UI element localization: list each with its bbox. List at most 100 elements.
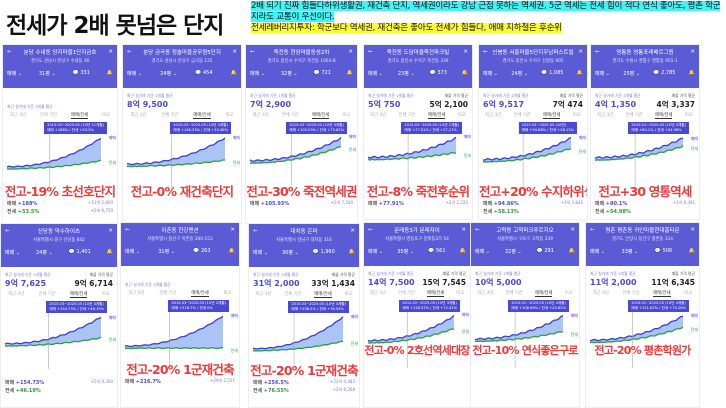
tab-2[interactable]: 매매/전세 [428, 112, 446, 119]
tab-1[interactable]: 전체 기간 [284, 292, 302, 297]
comments-count[interactable]: 💬 373 [429, 70, 447, 76]
tab-0[interactable]: 최근 3년 [128, 291, 145, 296]
tab-3[interactable]: 비교 [457, 113, 466, 118]
close-icon[interactable]: ✕ [348, 49, 353, 55]
back-icon[interactable]: ← [368, 227, 373, 233]
tab-2[interactable]: 매매/전세 [191, 290, 209, 297]
deal-type-select[interactable]: 매매 ⌄ [595, 70, 610, 77]
tab-1[interactable]: 전체 기간 [505, 291, 523, 296]
close-icon[interactable]: ✕ [350, 228, 355, 234]
close-icon[interactable]: ✕ [230, 227, 235, 233]
close-icon[interactable]: ✕ [108, 49, 113, 55]
comments-count[interactable]: 💬 506 [654, 248, 673, 254]
comments-count[interactable]: 💬 331 [72, 70, 90, 76]
tab-3[interactable]: 비교 [564, 291, 573, 296]
close-icon[interactable]: ✕ [232, 49, 237, 55]
back-icon[interactable]: ← [368, 49, 373, 55]
bell-icon[interactable]: 🔔 [568, 248, 575, 254]
tab-3[interactable]: 비교 [342, 113, 351, 118]
back-icon[interactable]: ← [595, 49, 600, 55]
back-icon[interactable]: ← [5, 228, 10, 234]
size-select[interactable]: 30평 ⌄ [281, 249, 299, 256]
tab-1[interactable]: 전체 기간 [513, 113, 531, 118]
tab-3[interactable]: 비교 [223, 291, 232, 296]
tab-1[interactable]: 전체 기간 [39, 113, 58, 118]
comments-count[interactable]: 💬 561 [428, 248, 446, 254]
tab-1[interactable]: 전체 기간 [625, 113, 643, 118]
tab-0[interactable]: 최근 3년 [485, 113, 502, 118]
deal-type-select[interactable]: 매매 ⌄ [483, 70, 498, 77]
comments-count[interactable]: 💬 1,085 [541, 70, 564, 76]
back-icon[interactable]: ← [127, 49, 132, 55]
size-select[interactable]: 31평 ⌄ [38, 70, 56, 77]
comments-count[interactable]: 💬 454 [195, 70, 213, 76]
close-icon[interactable]: ✕ [463, 49, 468, 55]
size-select[interactable]: 31평 ⌄ [158, 248, 175, 255]
tab-2[interactable]: 매매/전세 [312, 112, 330, 119]
back-icon[interactable]: ← [125, 227, 130, 233]
tab-0[interactable]: 최근 3년 [477, 291, 494, 296]
tab-3[interactable]: 비교 [684, 113, 693, 118]
tab-2[interactable]: 매매/전세 [426, 290, 445, 297]
tab-2[interactable]: 매매/전세 [193, 112, 211, 119]
close-icon[interactable]: ✕ [108, 228, 113, 234]
back-icon[interactable]: ← [253, 228, 258, 234]
tab-1[interactable]: 전체 기간 [622, 291, 640, 296]
back-icon[interactable]: ← [483, 49, 488, 55]
back-icon[interactable]: ← [475, 227, 480, 233]
deal-type-select[interactable]: 매매 ⌄ [7, 70, 22, 77]
tab-0[interactable]: 최근 3년 [597, 113, 614, 118]
close-icon[interactable]: ✕ [690, 227, 695, 233]
deal-type-select[interactable]: 매매 ⌄ [250, 70, 265, 77]
deal-type-select[interactable]: 매매 ⌄ [590, 248, 605, 255]
tab-0[interactable]: 최근 3년 [130, 113, 147, 118]
bell-icon[interactable]: 🔔 [106, 70, 113, 76]
tab-2[interactable]: 매매/전세 [535, 290, 553, 297]
tab-3[interactable]: 비교 [456, 291, 464, 296]
close-icon[interactable]: ✕ [570, 227, 575, 233]
tab-1[interactable]: 전체 기간 [398, 113, 416, 118]
tab-0[interactable]: 최근 3년 [369, 291, 386, 296]
tab-1[interactable]: 전체 기간 [159, 291, 177, 296]
deal-type-select[interactable]: 매매 ⌄ [368, 70, 383, 77]
tab-3[interactable]: 비교 [101, 292, 110, 297]
bell-icon[interactable]: 🔔 [459, 248, 466, 254]
back-icon[interactable]: ← [7, 49, 12, 55]
bell-icon[interactable]: 🔔 [688, 70, 695, 76]
tab-2[interactable]: 매매/전세 [314, 291, 332, 298]
tab-3[interactable]: 비교 [344, 292, 353, 297]
bell-icon[interactable]: 🔔 [576, 70, 583, 76]
comments-count[interactable]: 💬 2,785 [653, 70, 676, 76]
back-icon[interactable]: ← [590, 227, 595, 233]
size-select[interactable]: 32평 ⌄ [280, 70, 298, 77]
deal-type-select[interactable]: 매매 ⌄ [127, 70, 142, 77]
comments-count[interactable]: 💬 721 [313, 70, 331, 76]
tab-0[interactable]: 최근 3년 [592, 291, 609, 296]
tab-1[interactable]: 전체 기간 [397, 291, 416, 296]
size-select[interactable]: 24평 ⌄ [511, 70, 529, 77]
size-select[interactable]: 33평 ⌄ [621, 248, 639, 255]
bell-icon[interactable]: 🔔 [688, 248, 695, 254]
tab-3[interactable]: 비교 [102, 113, 110, 118]
tab-0[interactable]: 최근 3년 [255, 292, 272, 297]
tab-0[interactable]: 최근 3년 [9, 113, 26, 118]
tab-2[interactable]: 매매/전세 [543, 112, 561, 119]
comments-count[interactable]: 💬 1,401 [68, 249, 91, 255]
tab-2[interactable]: 매매/전세 [70, 291, 88, 298]
deal-type-select[interactable]: 매매 ⌄ [253, 249, 268, 256]
size-select[interactable]: 32평 ⌄ [504, 248, 522, 255]
tab-3[interactable]: 비교 [225, 113, 234, 118]
bell-icon[interactable]: 🔔 [346, 70, 353, 76]
size-select[interactable]: 23평 ⌄ [397, 70, 415, 77]
tab-1[interactable]: 전체 기간 [38, 292, 56, 297]
tab-1[interactable]: 전체 기간 [161, 113, 179, 118]
deal-type-select[interactable]: 매매 ⌄ [5, 249, 20, 256]
deal-type-select[interactable]: 매매 ⌄ [475, 248, 490, 255]
comments-count[interactable]: 💬 1,960 [312, 249, 335, 255]
size-select[interactable]: 25평 ⌄ [623, 70, 641, 77]
bell-icon[interactable]: 🔔 [348, 249, 355, 255]
tab-1[interactable]: 전체 기간 [281, 113, 299, 118]
tab-0[interactable]: 최근 3년 [370, 113, 387, 118]
tab-3[interactable]: 비교 [684, 291, 693, 296]
tab-0[interactable]: 최근 3년 [8, 292, 25, 297]
